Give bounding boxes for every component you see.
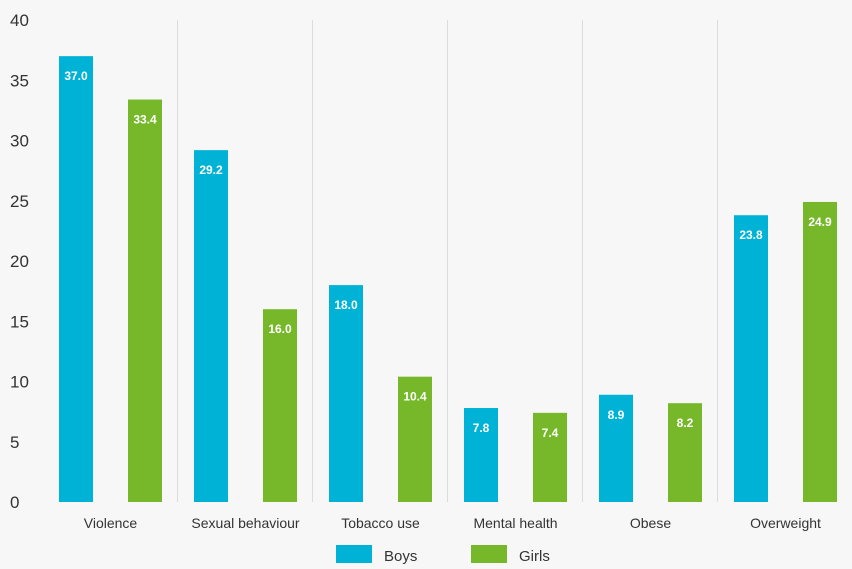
data-label-girls: 7.4	[542, 426, 559, 440]
bar-boys	[194, 150, 228, 502]
bar-boys	[464, 408, 498, 502]
bars-group: 37.0 33.4 29.2 16.0 18.0 10.4 7.8 7.4 8.9 8.2 23.8…	[59, 56, 837, 503]
y-tick-label: 20	[10, 252, 29, 271]
legend-swatch-girls	[471, 545, 507, 563]
y-tick-label: 15	[10, 312, 29, 331]
data-label-girls: 16.0	[268, 322, 292, 336]
y-tick-label: 25	[10, 192, 29, 211]
data-label-girls: 10.4	[403, 390, 427, 404]
category-label: Obese	[630, 515, 671, 531]
y-tick-label: 10	[10, 373, 29, 392]
bar-boys	[59, 56, 93, 503]
category-label: Overweight	[750, 515, 821, 531]
legend: Boys Girls	[336, 545, 550, 565]
legend-label-girls: Girls	[519, 548, 550, 564]
y-tick-label: 5	[10, 433, 19, 452]
data-label-girls: 24.9	[808, 215, 832, 229]
legend-label-boys: Boys	[384, 548, 417, 564]
data-label-boys: 18.0	[334, 298, 358, 312]
category-label: Violence	[84, 515, 138, 531]
data-label-boys: 23.8	[739, 228, 763, 242]
data-label-girls: 8.2	[677, 416, 694, 430]
bar-boys	[599, 394, 633, 502]
y-tick-label: 30	[10, 132, 29, 151]
bar-girls	[398, 376, 432, 502]
legend-swatch-boys	[336, 545, 372, 563]
category-label: Mental health	[473, 515, 557, 531]
data-label-boys: 8.9	[608, 408, 625, 422]
y-tick-label: 35	[10, 71, 29, 90]
data-label-girls: 33.4	[133, 113, 157, 127]
category-separators	[177, 20, 718, 502]
bar-boys	[734, 215, 768, 502]
bar-girls	[803, 201, 837, 502]
bar-boys	[329, 285, 363, 502]
data-label-boys: 37.0	[64, 69, 88, 83]
y-tick-label: 40	[10, 11, 29, 30]
bar-girls	[533, 412, 567, 502]
x-axis: Violence Sexual behaviour Tobacco use Menta…	[84, 515, 821, 531]
bar-girls	[263, 309, 297, 502]
data-label-boys: 7.8	[473, 421, 490, 435]
data-label-boys: 29.2	[199, 163, 223, 177]
category-label: Tobacco use	[341, 515, 420, 531]
y-axis: 0 5 10 15 20 25 30 35 40	[10, 11, 29, 512]
category-label: Sexual behaviour	[191, 515, 300, 531]
bar-girls	[668, 403, 702, 502]
bar-girls	[128, 99, 162, 502]
y-tick-label: 0	[10, 493, 19, 512]
